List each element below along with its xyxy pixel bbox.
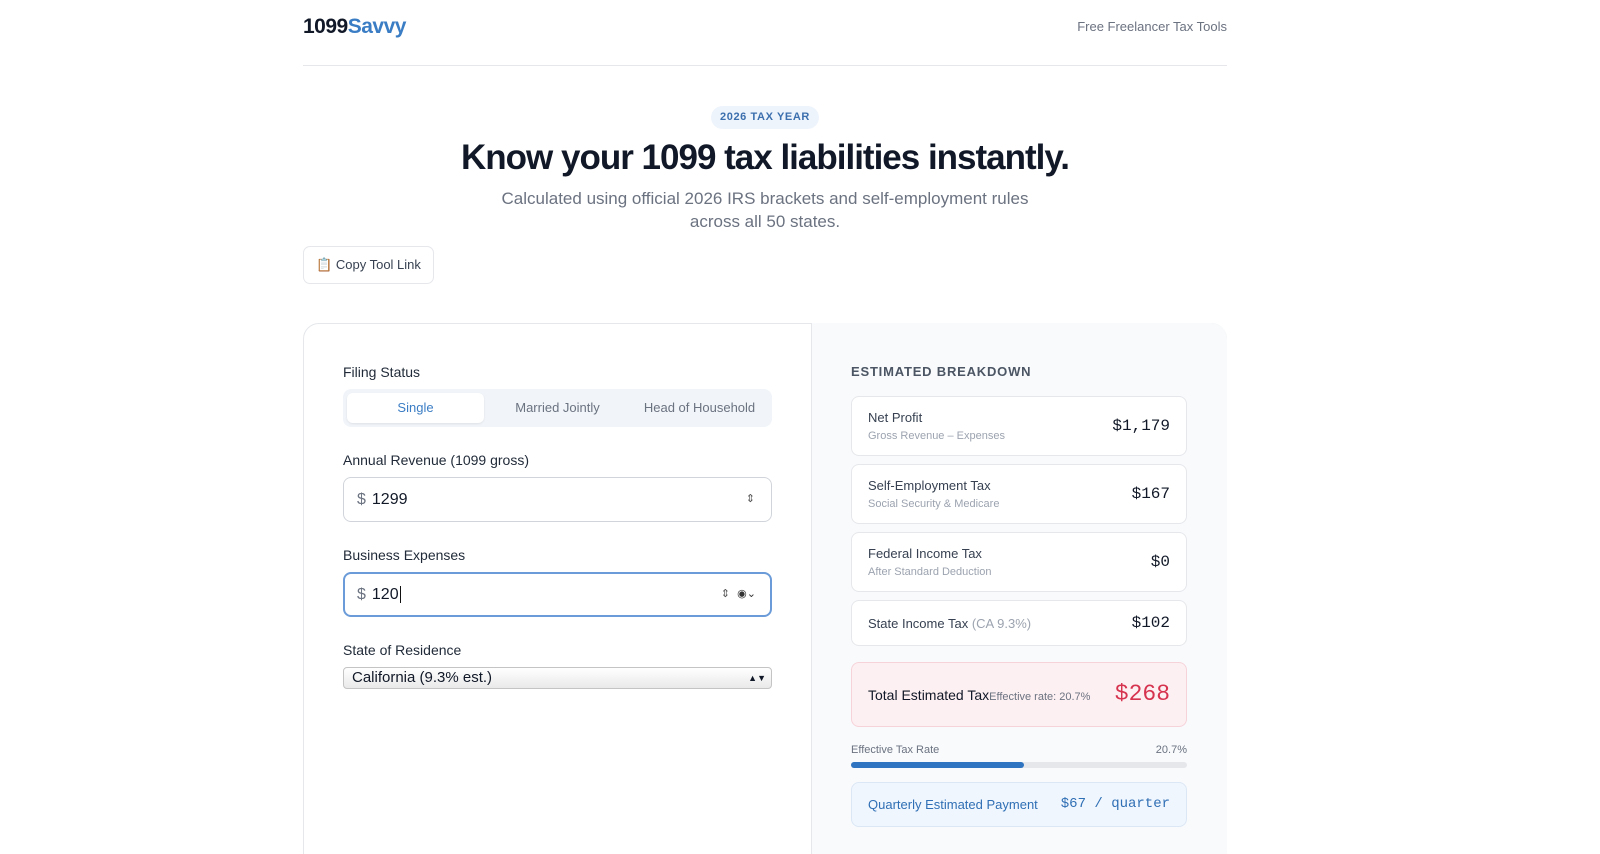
row-label: Self-Employment Tax bbox=[868, 478, 991, 493]
nav-link[interactable]: Free Freelancer Tax Tools bbox=[1077, 19, 1227, 34]
input-value: 1299 bbox=[371, 491, 408, 508]
total-label-group: Total Estimated TaxEffective rate: 20.7% bbox=[868, 687, 1090, 703]
row-sublabel: After Standard Deduction bbox=[868, 566, 992, 578]
rate-label: Effective Tax Rate bbox=[851, 744, 940, 756]
breakdown-row: Federal Income Tax After Standard Deduct… bbox=[851, 532, 1187, 592]
expenses-input[interactable]: $120​ ⇕ ◉⌄ bbox=[343, 572, 772, 617]
filing-option[interactable]: Single bbox=[347, 393, 484, 423]
divider bbox=[303, 65, 1227, 66]
filing-option[interactable]: Married Jointly bbox=[515, 400, 600, 415]
badge: 2026 TAX YEAR bbox=[711, 106, 819, 129]
select-value: California (9.3% est.) bbox=[352, 669, 493, 686]
row-amount: $0 bbox=[1150, 553, 1170, 571]
total-sublabel: Effective rate: 20.7% bbox=[989, 691, 1091, 703]
currency: $ bbox=[357, 491, 366, 508]
breakdown-row: Net Profit Gross Revenue – Expenses $1,1… bbox=[851, 396, 1187, 456]
spinner[interactable]: ⇕ bbox=[720, 588, 730, 600]
total-label: Total Estimated Tax bbox=[868, 687, 990, 703]
logo-accent: Savvy bbox=[347, 15, 407, 38]
logo-main: 1099 bbox=[303, 15, 348, 38]
quarterly-box: Quarterly Estimated Payment $67 / quarte… bbox=[851, 782, 1187, 827]
field-label: State of Residence bbox=[343, 642, 462, 658]
rate-value: 20.7% bbox=[1155, 744, 1187, 756]
hero-title: Know your 1099 tax liabilities instantly… bbox=[461, 138, 1070, 177]
spinner[interactable]: ⇕ bbox=[745, 493, 755, 505]
row-label-group: State Income Tax (CA 9.3%) bbox=[868, 616, 1031, 631]
field-label: Filing Status bbox=[343, 364, 421, 380]
filing-status-toggle: Single Married Jointly Head of Household bbox=[343, 389, 772, 427]
rate-track bbox=[851, 762, 1187, 768]
row-sublabel: Social Security & Medicare bbox=[868, 498, 1000, 510]
row-label: State Income Tax bbox=[868, 616, 969, 631]
state-select[interactable]: California (9.3% est.) ▲▼ bbox=[343, 667, 772, 689]
row-amount: $102 bbox=[1131, 614, 1170, 632]
breakdown-heading: ESTIMATED BREAKDOWN bbox=[851, 364, 1032, 379]
row-label: Net Profit bbox=[868, 410, 923, 425]
rate-fill bbox=[851, 762, 1025, 768]
breakdown-row: Self-Employment Tax Social Security & Me… bbox=[851, 464, 1187, 524]
total-box: Total Estimated TaxEffective rate: 20.7%… bbox=[851, 662, 1187, 727]
quarterly-label: Quarterly Estimated Payment bbox=[868, 797, 1038, 812]
breakdown-row: State Income Tax (CA 9.3%) $102 bbox=[851, 600, 1187, 646]
autofill-icon[interactable]: ◉⌄ bbox=[737, 588, 756, 600]
input-value: 120 bbox=[371, 586, 399, 603]
caret: ​ bbox=[399, 586, 401, 603]
filing-option[interactable]: Head of Household bbox=[643, 400, 756, 415]
select-arrow: ▲▼ bbox=[748, 673, 766, 683]
hero-subtitle: Calculated using official 2026 IRS brack… bbox=[501, 189, 1029, 231]
row-label: Federal Income Tax bbox=[868, 546, 982, 561]
field-label: Business Expenses bbox=[343, 547, 466, 563]
total-amount: $268 bbox=[1114, 681, 1170, 707]
row-sublabel: Gross Revenue – Expenses bbox=[868, 430, 1005, 442]
revenue-input[interactable]: $1299 ⇕ bbox=[343, 477, 772, 522]
logo[interactable]: 1099Savvy bbox=[303, 15, 406, 39]
currency: $ bbox=[357, 586, 366, 603]
copy-button[interactable]: 📋 Copy Tool Link bbox=[303, 246, 434, 284]
row-sublabel: (CA 9.3%) bbox=[971, 616, 1032, 631]
row-amount: $1,179 bbox=[1112, 417, 1170, 435]
quarterly-amount: $67 / quarter bbox=[1060, 796, 1170, 812]
row-amount: $167 bbox=[1131, 485, 1170, 503]
field-label: Annual Revenue (1099 gross) bbox=[343, 452, 530, 468]
